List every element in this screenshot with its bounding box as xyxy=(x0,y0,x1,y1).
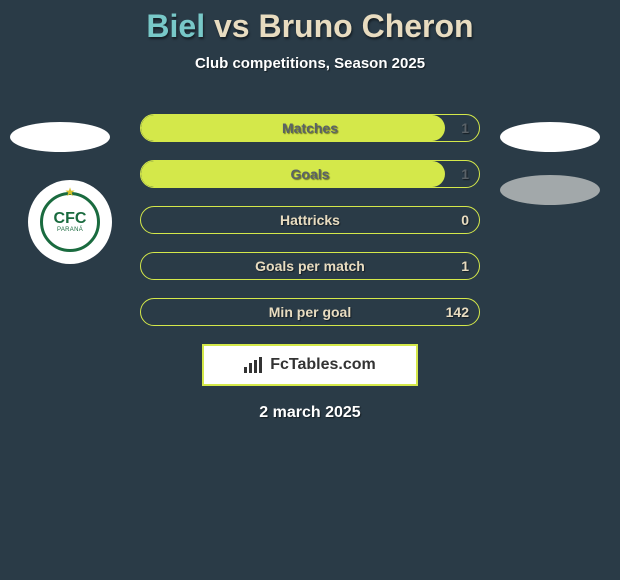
stat-bar: Goals 1 xyxy=(140,160,480,188)
bar-label: Matches xyxy=(282,120,338,136)
vs-text: vs xyxy=(205,8,258,44)
player2-name: Bruno Cheron xyxy=(258,8,473,44)
bar-right-value: 1 xyxy=(461,258,469,274)
stat-bar: Goals per match 1 xyxy=(140,252,480,280)
player1-badge-icon xyxy=(10,122,110,152)
club-main: CFC xyxy=(54,211,87,227)
bar-label: Goals xyxy=(291,166,330,182)
star-icon: ★ xyxy=(65,185,76,199)
stats-bars: Matches 1 Goals 1 Hattricks 0 Goals per match 1… xyxy=(140,114,480,326)
bar-right-value: 1 xyxy=(461,166,469,182)
fctables-logo: FcTables.com xyxy=(202,344,418,386)
bar-right-value: 1 xyxy=(461,120,469,136)
player2-badge-icon xyxy=(500,122,600,152)
club-badge-icon: ★ CFC PARANÁ xyxy=(28,180,112,264)
subtitle: Club competitions, Season 2025 xyxy=(0,55,620,72)
bar-label: Min per goal xyxy=(269,304,351,320)
bar-label: Goals per match xyxy=(255,258,365,274)
stat-bar: Matches 1 xyxy=(140,114,480,142)
player2-badge2-icon xyxy=(500,175,600,205)
bars-icon xyxy=(244,357,264,373)
club-badge-inner: ★ CFC PARANÁ xyxy=(40,192,100,252)
bar-right-value: 142 xyxy=(446,304,469,320)
bar-right-value: 0 xyxy=(461,212,469,228)
date-text: 2 march 2025 xyxy=(0,404,620,422)
player1-name: Biel xyxy=(146,8,205,44)
header: Biel vs Bruno Cheron Club competitions, … xyxy=(0,0,620,72)
logo-text: FcTables.com xyxy=(270,356,376,374)
stat-bar: Hattricks 0 xyxy=(140,206,480,234)
club-sub: PARANÁ xyxy=(57,227,83,233)
bar-label: Hattricks xyxy=(280,212,340,228)
page-title: Biel vs Bruno Cheron xyxy=(0,8,620,45)
stat-bar: Min per goal 142 xyxy=(140,298,480,326)
